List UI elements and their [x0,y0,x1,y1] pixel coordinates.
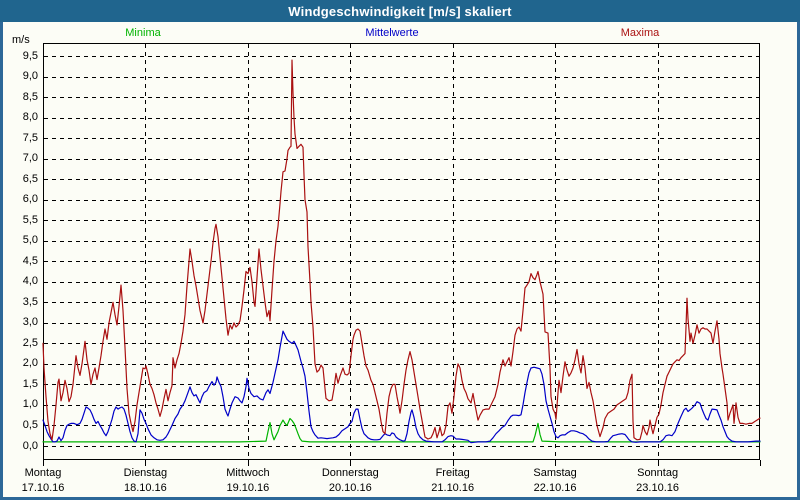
y-tick-label: 3,5 [22,295,38,308]
day-date-label: 23.10.16 [636,482,680,494]
y-tick-label: 4,5 [22,254,38,267]
y-tick-label: 0,5 [22,418,38,431]
legend-minima: Minima [125,27,161,39]
y-tick-label: 1,0 [22,398,38,411]
y-tick-label: 8,0 [22,111,38,124]
day-name-label: Montag [24,467,62,479]
day-date-label: 19.10.16 [226,482,270,494]
y-tick-label: 7,0 [22,152,38,165]
y-tick-label: 0,0 [22,439,38,452]
day-name-label: Freitag [435,467,470,479]
day-date-label: 18.10.16 [123,482,167,494]
legend-mittelwerte: Mittelwerte [365,27,419,39]
plot-frame [43,43,760,460]
y-tick-label: 4,0 [22,275,38,288]
y-tick-label: 7,5 [22,131,38,144]
y-axis-unit-label: m/s [12,34,30,46]
day-name-label: Samstag [533,467,577,479]
y-tick-label: 9,5 [22,49,38,62]
day-name-label: Mittwoch [226,467,270,479]
series-maxima-line [42,59,761,441]
day-date-label: 20.10.16 [328,482,372,494]
y-tick-label: 1,5 [22,377,38,390]
y-tick-label: 8,5 [22,90,38,103]
day-date-label: 17.10.16 [21,482,65,494]
y-tick-label: 9,0 [22,70,38,83]
day-name-label: Donnerstag [321,467,379,479]
y-tick-label: 2,5 [22,336,38,349]
day-name-label: Dienstag [123,467,168,479]
y-tick-label: 5,0 [22,234,38,247]
y-tick-label: 6,5 [22,172,38,185]
day-name-label: Sonntag [637,467,679,479]
title-bar: Windgeschwindigkeit [m/s] skaliert [0,0,800,22]
y-tick-label: 6,0 [22,193,38,206]
series-mittelwerte-line [42,330,761,444]
day-date-label: 21.10.16 [431,482,475,494]
chart-title: Windgeschwindigkeit [m/s] skaliert [288,3,512,19]
legend-maxima: Maxima [620,27,660,39]
y-tick-label: 5,5 [22,213,38,226]
series-minima-line [42,417,761,443]
y-tick-label: 3,0 [22,316,38,329]
day-date-label: 22.10.16 [533,482,577,494]
y-tick-label: 2,0 [22,357,38,370]
